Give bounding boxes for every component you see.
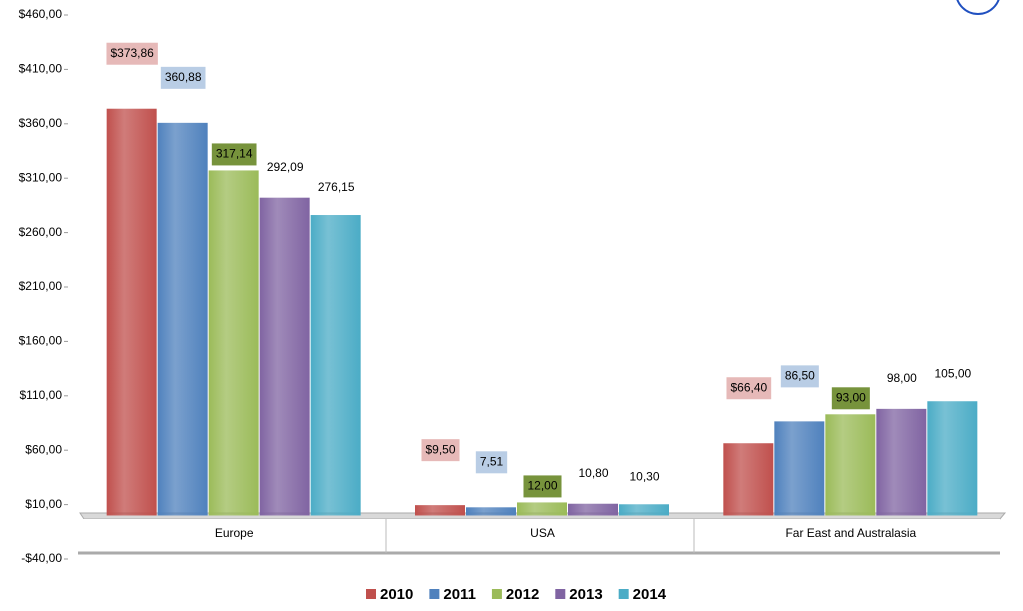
y-tick-label: $160,00 xyxy=(19,334,63,348)
value-label: 105,00 xyxy=(934,366,971,380)
bar xyxy=(927,401,978,516)
value-label: 360,88 xyxy=(165,70,202,84)
legend-label: 2014 xyxy=(633,586,667,603)
x-tick-label: USA xyxy=(530,526,555,540)
value-label-box xyxy=(523,475,562,498)
bar xyxy=(876,408,927,516)
bar xyxy=(568,503,618,516)
logo xyxy=(956,0,1000,15)
value-label: 12,00 xyxy=(527,479,557,493)
legend-swatch xyxy=(491,589,502,599)
value-label-box xyxy=(831,387,870,410)
bar xyxy=(415,505,465,516)
y-tick-label: $60,00 xyxy=(25,442,62,456)
bar xyxy=(517,502,567,516)
value-label: 98,00 xyxy=(887,371,917,385)
x-tick-label: Europe xyxy=(215,526,254,540)
value-label: 10,80 xyxy=(578,466,608,480)
value-label: 292,09 xyxy=(267,160,304,174)
x-tick-label: Far East and Australasia xyxy=(785,526,916,540)
value-label-box xyxy=(780,365,819,388)
value-label: 86,50 xyxy=(785,369,815,383)
value-label-box xyxy=(106,42,158,65)
y-tick-label: $10,00 xyxy=(25,497,62,511)
value-label-box xyxy=(160,66,206,89)
value-label-box xyxy=(421,439,460,462)
legend-label: 2013 xyxy=(569,586,602,603)
bar xyxy=(723,443,774,516)
value-label: 276,15 xyxy=(318,180,355,194)
value-label: 317,14 xyxy=(216,147,253,161)
y-tick-label: $410,00 xyxy=(19,62,63,76)
value-label: 7,51 xyxy=(480,454,504,468)
value-label: 93,00 xyxy=(836,390,866,404)
y-tick-label: $360,00 xyxy=(19,116,63,130)
legend-label: 2011 xyxy=(443,586,476,603)
bar xyxy=(466,507,516,516)
y-tick-label: $110,00 xyxy=(20,388,63,402)
bar xyxy=(157,122,208,516)
y-tick-label: $310,00 xyxy=(19,170,63,184)
legend-label: 2010 xyxy=(380,586,413,603)
y-tick-label: $210,00 xyxy=(19,279,63,293)
bar xyxy=(310,215,361,516)
legend-label: 2012 xyxy=(506,586,539,603)
bar xyxy=(259,197,310,516)
y-tick-label: -$40,00 xyxy=(21,551,62,565)
y-tick-label: $460,00 xyxy=(19,7,63,21)
bar xyxy=(208,170,259,516)
legend-swatch xyxy=(366,589,376,599)
value-label: $373,86 xyxy=(110,46,154,60)
value-label: $66,40 xyxy=(730,380,767,394)
bar xyxy=(825,414,876,516)
bar xyxy=(106,108,157,516)
y-tick-label: $260,00 xyxy=(19,225,63,239)
value-label-box xyxy=(475,451,508,474)
floor-front xyxy=(78,519,1000,553)
value-label-box xyxy=(726,377,772,400)
value-label: $9,50 xyxy=(425,442,455,456)
value-label: 10,30 xyxy=(629,469,659,483)
value-label-box xyxy=(211,143,257,166)
bar xyxy=(619,504,669,516)
legend-swatch xyxy=(429,589,440,599)
bar xyxy=(774,421,825,516)
legend-swatch xyxy=(555,589,566,599)
legend-swatch xyxy=(618,589,629,599)
